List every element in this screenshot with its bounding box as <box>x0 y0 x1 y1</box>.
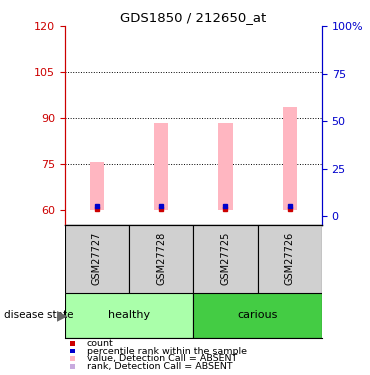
Bar <box>65 292 194 338</box>
Bar <box>288 204 292 210</box>
Bar <box>90 162 104 210</box>
Bar <box>258 225 322 292</box>
Text: rank, Detection Call = ABSENT: rank, Detection Call = ABSENT <box>87 362 233 371</box>
Bar <box>129 225 194 292</box>
Bar <box>224 204 227 210</box>
Text: carious: carious <box>238 310 278 320</box>
Bar <box>65 225 129 292</box>
Title: GDS1850 / 212650_at: GDS1850 / 212650_at <box>120 11 266 24</box>
Text: GSM27725: GSM27725 <box>221 232 231 285</box>
Bar <box>95 204 99 210</box>
Bar <box>154 123 168 210</box>
Text: GSM27728: GSM27728 <box>156 232 166 285</box>
Text: disease state: disease state <box>4 310 73 320</box>
Bar <box>159 204 163 210</box>
Bar <box>194 292 322 338</box>
Text: percentile rank within the sample: percentile rank within the sample <box>87 346 247 355</box>
Bar <box>283 107 297 210</box>
Text: healthy: healthy <box>108 310 150 320</box>
Text: ▶: ▶ <box>57 308 68 322</box>
Text: value, Detection Call = ABSENT: value, Detection Call = ABSENT <box>87 354 237 363</box>
Text: count: count <box>87 339 114 348</box>
Bar <box>218 123 232 210</box>
Text: GSM27726: GSM27726 <box>285 232 295 285</box>
Bar <box>194 225 258 292</box>
Text: GSM27727: GSM27727 <box>92 232 102 285</box>
